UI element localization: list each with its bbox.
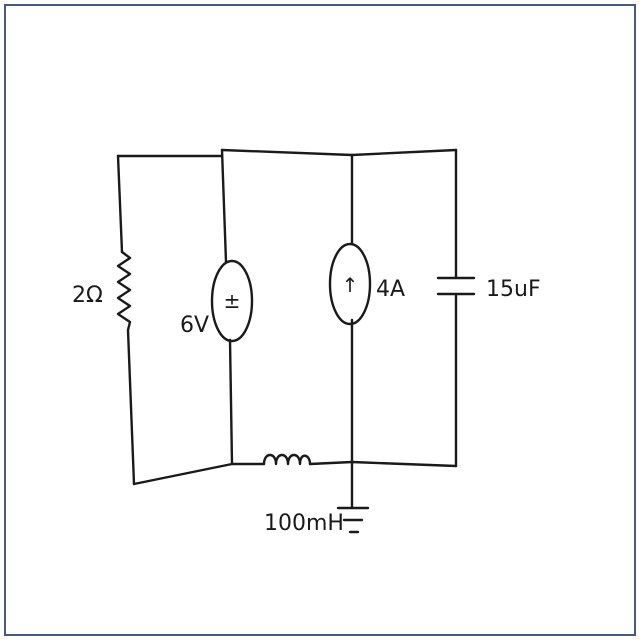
voltage-source-polarity: ±: [224, 289, 241, 313]
resistor-label: 2Ω: [72, 283, 103, 308]
current-source-label: 4A: [376, 277, 405, 302]
inductor-symbol: [262, 453, 312, 466]
resistor-branch-wire: [116, 154, 136, 486]
current-source-arrow: ↑: [342, 273, 359, 297]
voltage-source-symbol: [210, 259, 254, 343]
voltage-source-label: 6V: [180, 313, 209, 338]
capacitor-label: 15uF: [486, 277, 541, 302]
current-source-symbol: [328, 242, 372, 326]
capacitor-symbol: [436, 276, 476, 296]
ground-symbol: [336, 506, 370, 534]
inductor-label: 100mH: [264, 511, 344, 536]
voltage-source-branch-wire: [220, 148, 234, 466]
resistor-symbol: [116, 250, 132, 332]
page-frame: [4, 4, 636, 636]
